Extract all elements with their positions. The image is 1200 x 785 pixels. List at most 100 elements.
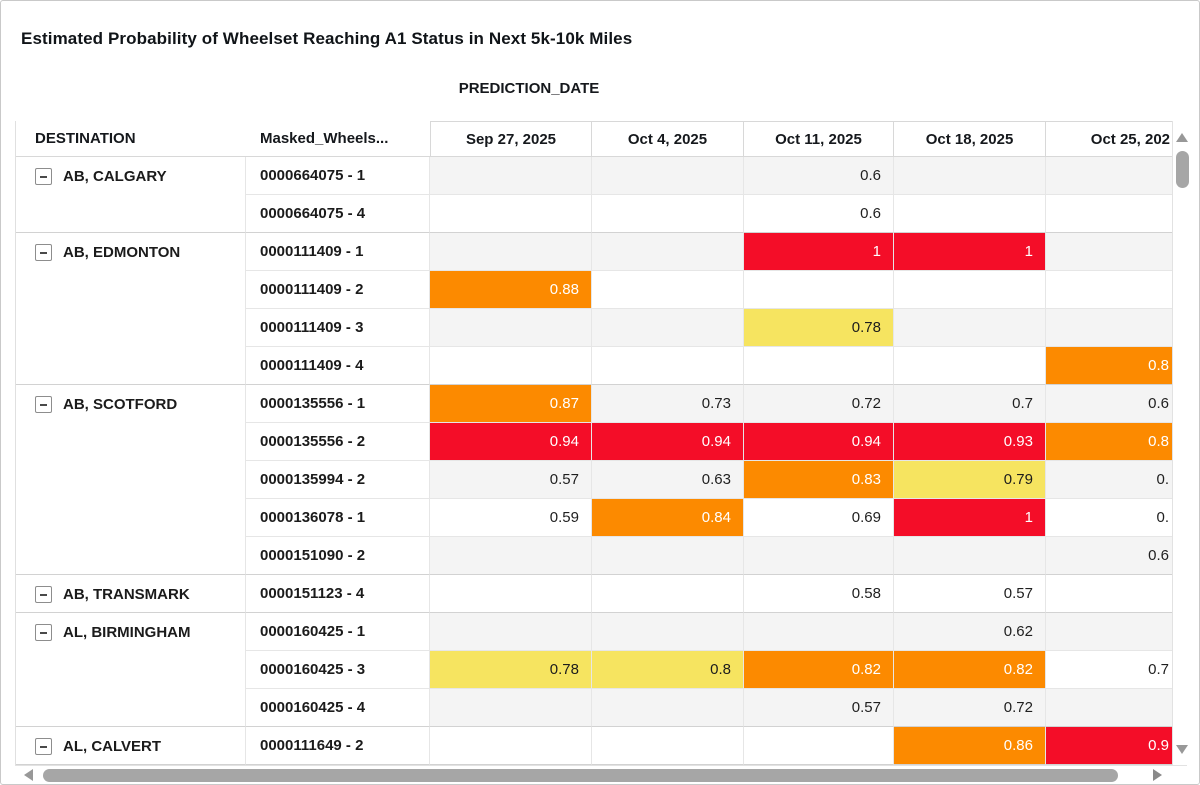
data-cell[interactable] [1046, 613, 1172, 651]
data-cell[interactable]: 0.82 [744, 651, 894, 689]
row-id-cell[interactable]: 0000664075 - 4 [246, 195, 430, 233]
data-cell[interactable]: 0.87 [430, 385, 592, 423]
data-cell[interactable]: 0.73 [592, 385, 744, 423]
data-cell[interactable] [430, 233, 592, 271]
data-cell[interactable] [1046, 309, 1172, 347]
data-cell[interactable]: 0.78 [744, 309, 894, 347]
row-id-cell[interactable]: 0000135556 - 1 [246, 385, 430, 423]
column-header-date[interactable]: Oct 4, 2025 [592, 121, 744, 157]
data-cell[interactable]: 0. [1046, 461, 1172, 499]
data-cell[interactable] [744, 727, 894, 765]
data-cell[interactable]: 0.7 [1046, 651, 1172, 689]
data-cell[interactable]: 0.72 [894, 689, 1046, 727]
data-cell[interactable]: 0.6 [1046, 537, 1172, 575]
collapse-icon[interactable] [35, 624, 52, 641]
data-cell[interactable] [592, 575, 744, 613]
data-cell[interactable] [744, 347, 894, 385]
row-id-cell[interactable]: 0000111649 - 2 [246, 727, 430, 765]
vertical-scrollbar-thumb[interactable] [1176, 151, 1189, 188]
row-id-cell[interactable]: 0000111409 - 2 [246, 271, 430, 309]
data-cell[interactable]: 0.93 [894, 423, 1046, 461]
data-cell[interactable]: 1 [894, 233, 1046, 271]
data-cell[interactable]: 0.8 [1046, 347, 1172, 385]
collapse-icon[interactable] [35, 396, 52, 413]
row-id-cell[interactable]: 0000151123 - 4 [246, 575, 430, 613]
collapse-icon[interactable] [35, 738, 52, 755]
row-id-cell[interactable]: 0000135994 - 2 [246, 461, 430, 499]
data-cell[interactable]: 0.88 [430, 271, 592, 309]
row-id-cell[interactable]: 0000135556 - 2 [246, 423, 430, 461]
row-id-cell[interactable]: 0000160425 - 1 [246, 613, 430, 651]
vertical-scrollbar[interactable] [1172, 121, 1192, 765]
row-id-cell[interactable]: 0000111409 - 3 [246, 309, 430, 347]
destination-group-cell[interactable]: AL, CALVERT [16, 727, 246, 765]
collapse-icon[interactable] [35, 168, 52, 185]
data-cell[interactable]: 0.94 [592, 423, 744, 461]
horizontal-scrollbar-thumb[interactable] [43, 769, 1118, 782]
data-cell[interactable]: 0.59 [430, 499, 592, 537]
data-cell[interactable] [592, 537, 744, 575]
row-id-cell[interactable]: 0000136078 - 1 [246, 499, 430, 537]
data-cell[interactable] [894, 271, 1046, 309]
data-cell[interactable]: 0.8 [1046, 423, 1172, 461]
data-cell[interactable] [430, 575, 592, 613]
data-cell[interactable]: 0.9 [1046, 727, 1172, 765]
data-cell[interactable] [592, 157, 744, 195]
scroll-up-icon[interactable] [1176, 133, 1188, 142]
data-cell[interactable] [894, 309, 1046, 347]
row-id-cell[interactable]: 0000664075 - 1 [246, 157, 430, 195]
data-cell[interactable] [894, 537, 1046, 575]
data-cell[interactable] [744, 613, 894, 651]
data-cell[interactable] [592, 309, 744, 347]
row-id-cell[interactable]: 0000111409 - 1 [246, 233, 430, 271]
data-cell[interactable] [430, 157, 592, 195]
data-cell[interactable]: 0.78 [430, 651, 592, 689]
data-cell[interactable] [430, 537, 592, 575]
column-header-wheelset[interactable]: Masked_Wheels... [246, 121, 430, 157]
data-cell[interactable] [592, 347, 744, 385]
destination-group-cell[interactable]: AB, TRANSMARK [16, 575, 246, 613]
data-cell[interactable]: 0.8 [592, 651, 744, 689]
destination-group-cell[interactable]: AB, CALGARY [16, 157, 246, 233]
data-cell[interactable]: 0.57 [894, 575, 1046, 613]
data-cell[interactable]: 0.6 [744, 195, 894, 233]
scroll-right-icon[interactable] [1153, 769, 1162, 781]
destination-group-cell[interactable]: AB, EDMONTON [16, 233, 246, 385]
row-id-cell[interactable]: 0000160425 - 3 [246, 651, 430, 689]
data-cell[interactable]: 0.69 [744, 499, 894, 537]
column-header-date[interactable]: Oct 18, 2025 [894, 121, 1046, 157]
data-cell[interactable] [592, 233, 744, 271]
data-cell[interactable]: 0. [1046, 499, 1172, 537]
row-id-cell[interactable]: 0000160425 - 4 [246, 689, 430, 727]
data-cell[interactable]: 0.58 [744, 575, 894, 613]
data-cell[interactable]: 0.86 [894, 727, 1046, 765]
data-cell[interactable] [1046, 195, 1172, 233]
data-cell[interactable] [430, 309, 592, 347]
data-cell[interactable]: 1 [744, 233, 894, 271]
data-cell[interactable] [430, 689, 592, 727]
data-cell[interactable] [1046, 689, 1172, 727]
data-cell[interactable] [430, 727, 592, 765]
data-cell[interactable] [592, 271, 744, 309]
data-cell[interactable]: 0.82 [894, 651, 1046, 689]
data-cell[interactable]: 0.79 [894, 461, 1046, 499]
data-cell[interactable] [894, 157, 1046, 195]
collapse-icon[interactable] [35, 586, 52, 603]
data-cell[interactable] [430, 347, 592, 385]
data-cell[interactable] [1046, 157, 1172, 195]
data-cell[interactable]: 0.84 [592, 499, 744, 537]
data-cell[interactable] [430, 195, 592, 233]
data-cell[interactable]: 0.6 [1046, 385, 1172, 423]
column-header-date[interactable]: Oct 25, 202 [1046, 121, 1172, 157]
data-cell[interactable] [592, 195, 744, 233]
data-cell[interactable]: 0.63 [592, 461, 744, 499]
data-cell[interactable] [592, 613, 744, 651]
column-header-date[interactable]: Oct 11, 2025 [744, 121, 894, 157]
collapse-icon[interactable] [35, 244, 52, 261]
data-cell[interactable] [894, 347, 1046, 385]
data-cell[interactable]: 0.83 [744, 461, 894, 499]
data-cell[interactable] [894, 195, 1046, 233]
column-header-date[interactable]: Sep 27, 2025 [430, 121, 592, 157]
data-cell[interactable]: 0.7 [894, 385, 1046, 423]
data-cell[interactable] [744, 271, 894, 309]
